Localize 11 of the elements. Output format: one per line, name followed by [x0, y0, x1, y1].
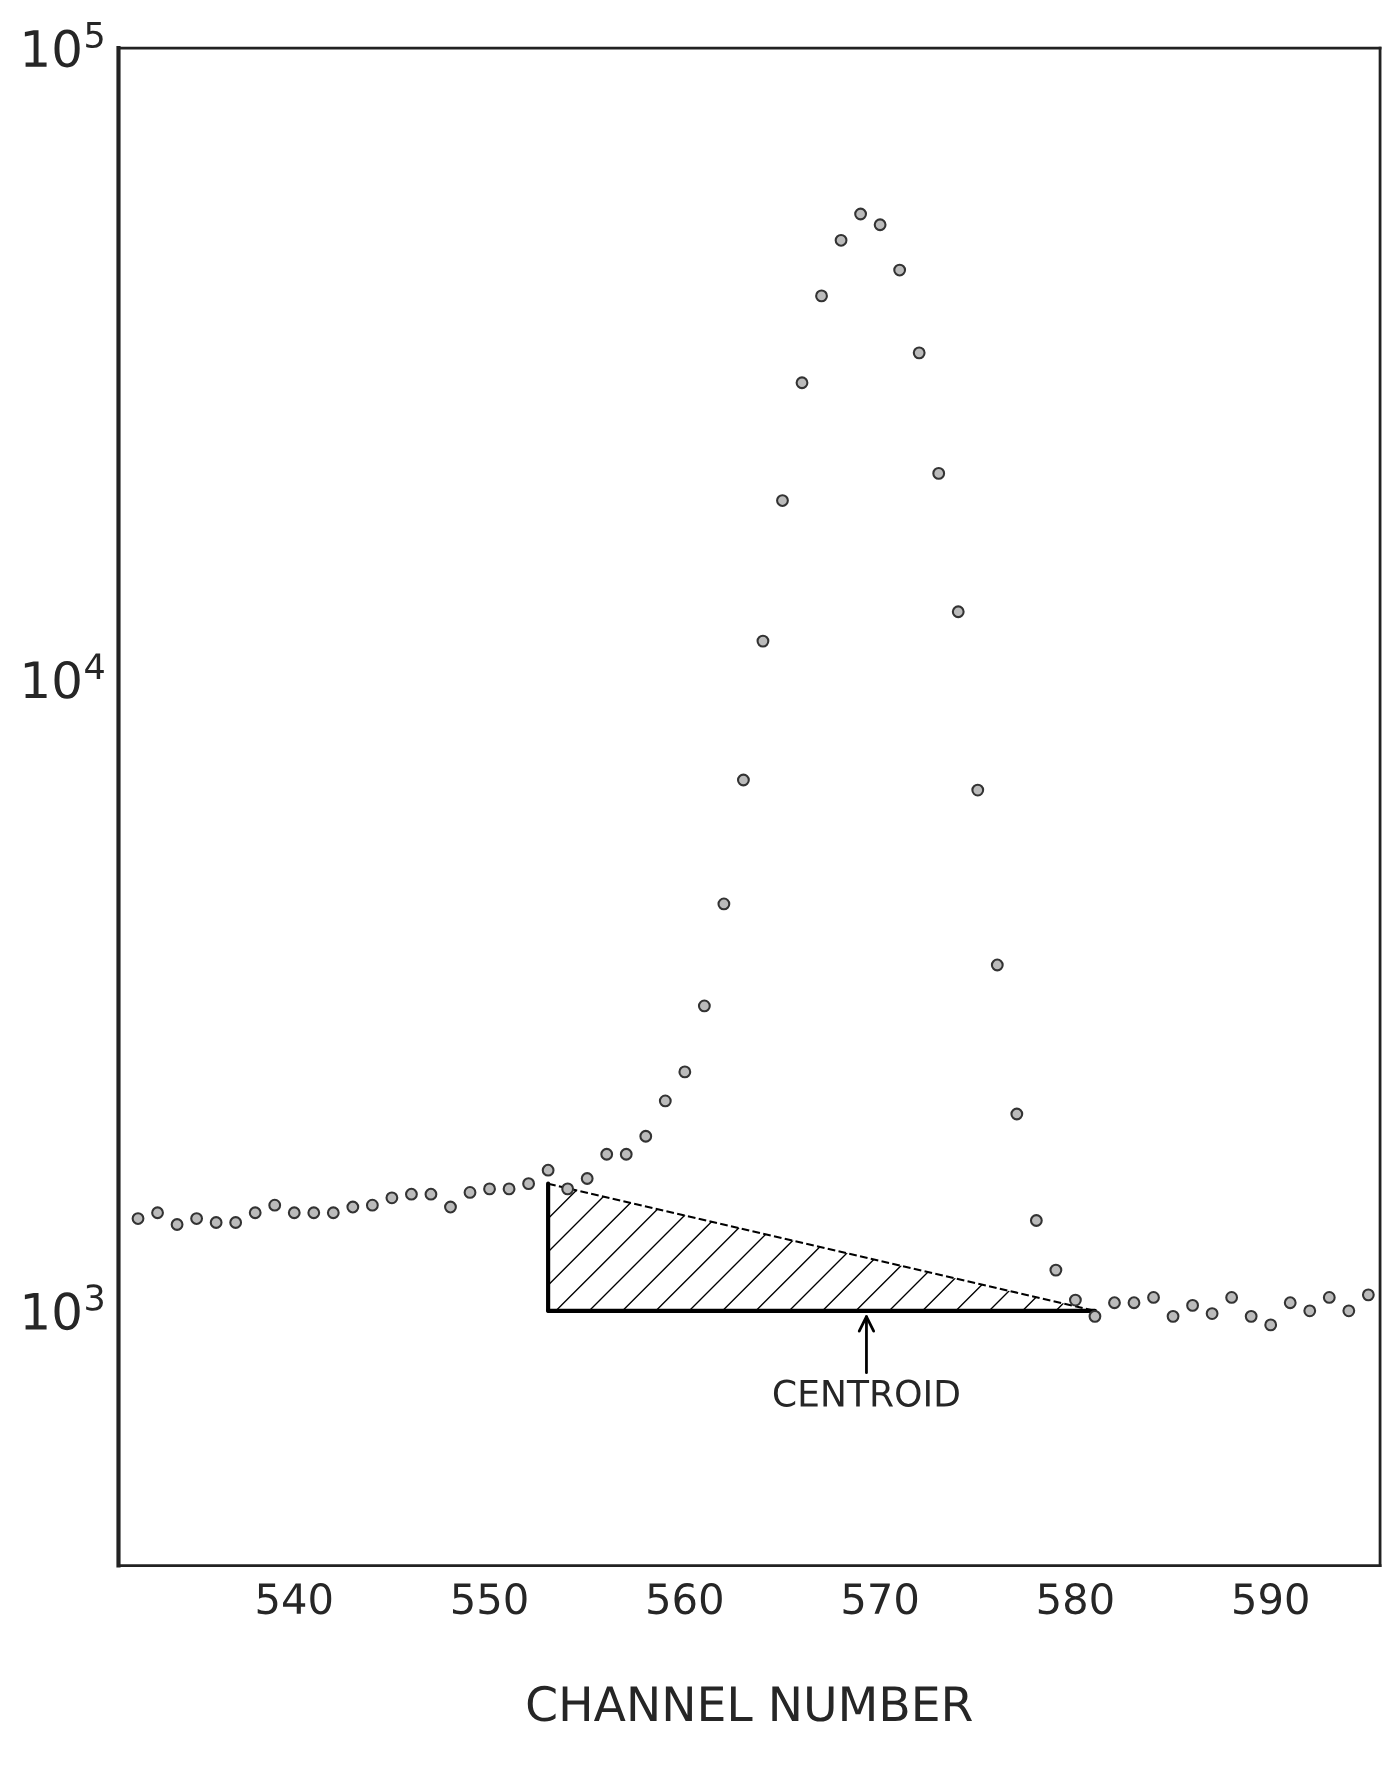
y-tick-label: 10$^{5}$ [24, 22, 103, 68]
x-tick-label: 560 [648, 1582, 722, 1615]
y-tick-label: 10$^{4}$ [24, 653, 104, 699]
x-tick-label: 570 [843, 1582, 918, 1615]
x-tick-label: 550 [452, 1582, 527, 1615]
x-tick-label: 590 [1234, 1582, 1308, 1615]
x-tick-label: 580 [1038, 1582, 1113, 1615]
x-axis-title: CHANNEL NUMBER [527, 1685, 973, 1722]
annotation: CENTROID [773, 1379, 959, 1407]
y-tick-label: 10$^{3}$ [24, 1284, 103, 1331]
x-tick-label: 540 [257, 1582, 332, 1615]
